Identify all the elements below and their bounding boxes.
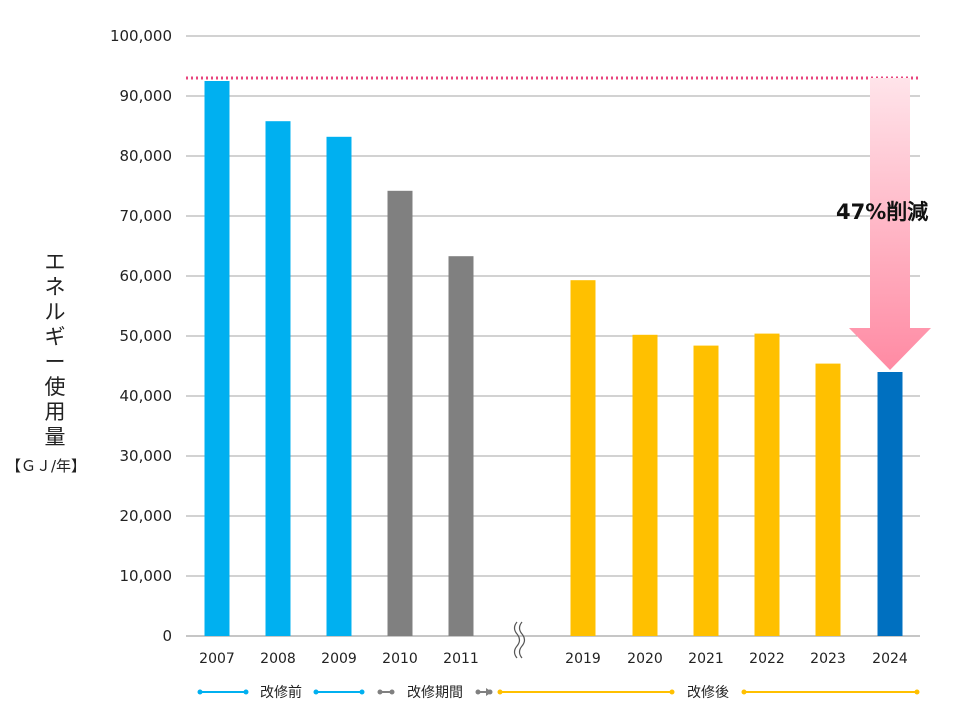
reduction-arrow xyxy=(849,78,931,370)
after-period-dot xyxy=(914,689,920,695)
axis-break-mark xyxy=(513,621,526,659)
bar-2020 xyxy=(632,334,658,636)
y-tick-label: 100,000 xyxy=(110,27,172,45)
bar-2022 xyxy=(754,333,780,636)
period-legend: 改修前 改修期間 改修後 xyxy=(197,684,920,701)
x-tick-label: 2022 xyxy=(749,651,785,667)
before-period-dot xyxy=(243,689,249,695)
y-axis-title-char: ネ xyxy=(44,275,66,299)
bar-2008 xyxy=(265,121,291,636)
bar-2023 xyxy=(815,363,841,636)
y-axis-title-char: ー xyxy=(44,350,66,374)
x-tick-label: 2010 xyxy=(382,651,418,667)
x-tick-label: 2007 xyxy=(199,651,235,667)
during-period-dot xyxy=(377,689,383,695)
legend-label-after: 改修後 xyxy=(687,685,729,701)
bar-2024 xyxy=(877,372,903,636)
y-axis-title-char: エ xyxy=(44,250,66,274)
bars xyxy=(204,81,903,637)
before-period-dot xyxy=(313,689,319,695)
y-axis-ticks: 0 10,000 20,000 30,000 40,000 50,000 60,000 70,… xyxy=(110,27,172,645)
during-period-dot xyxy=(475,689,481,695)
after-period-dot xyxy=(497,689,503,695)
x-tick-label: 2009 xyxy=(321,651,357,667)
y-tick-label: 70,000 xyxy=(120,207,173,225)
x-tick-label: 2011 xyxy=(443,651,479,667)
bar-2009 xyxy=(326,136,352,637)
y-axis-unit: 【ＧＪ/年】 xyxy=(6,457,87,475)
reduction-annotation: 47%削減 xyxy=(836,200,929,224)
before-period-dot xyxy=(197,689,203,695)
y-tick-label: 30,000 xyxy=(120,447,173,465)
y-axis-title: エネルギー使用量 xyxy=(40,250,70,450)
legend-label-before: 改修前 xyxy=(260,684,302,701)
during-period-arrowhead xyxy=(486,688,492,696)
y-tick-label: 60,000 xyxy=(120,267,173,285)
x-tick-label: 2019 xyxy=(565,651,601,667)
x-tick-label: 2020 xyxy=(627,651,663,667)
y-tick-label: 0 xyxy=(162,627,172,645)
bar-2021 xyxy=(693,345,719,636)
x-tick-label: 2024 xyxy=(872,651,908,667)
y-tick-label: 20,000 xyxy=(120,507,173,525)
during-period-dot xyxy=(389,689,395,695)
y-tick-label: 10,000 xyxy=(120,567,173,585)
y-tick-label: 90,000 xyxy=(120,87,173,105)
x-axis-labels: 2007 2008 2009 2010 2011 2019 2020 2021 2022 2023… xyxy=(199,651,908,667)
y-tick-label: 50,000 xyxy=(120,327,173,345)
y-axis-title-char: ギ xyxy=(44,325,66,349)
y-tick-label: 80,000 xyxy=(120,147,173,165)
bar-2007 xyxy=(204,81,230,636)
y-axis-title-char: 用 xyxy=(44,400,66,424)
x-tick-label: 2008 xyxy=(260,651,296,667)
y-tick-label: 40,000 xyxy=(120,387,173,405)
bar-2019 xyxy=(570,280,596,636)
bar-2011 xyxy=(448,256,474,636)
after-period-dot xyxy=(669,689,675,695)
before-period-dot xyxy=(359,689,365,695)
y-axis-title-char: 量 xyxy=(44,425,66,449)
bar-2010 xyxy=(387,190,413,637)
x-tick-label: 2021 xyxy=(688,651,724,667)
after-period-dot xyxy=(741,689,747,695)
y-axis-title-char: ル xyxy=(44,300,66,324)
y-axis-title-char: 使 xyxy=(44,375,66,399)
gridlines xyxy=(186,35,920,637)
x-tick-label: 2023 xyxy=(810,651,846,667)
legend-label-during: 改修期間 xyxy=(407,685,463,701)
